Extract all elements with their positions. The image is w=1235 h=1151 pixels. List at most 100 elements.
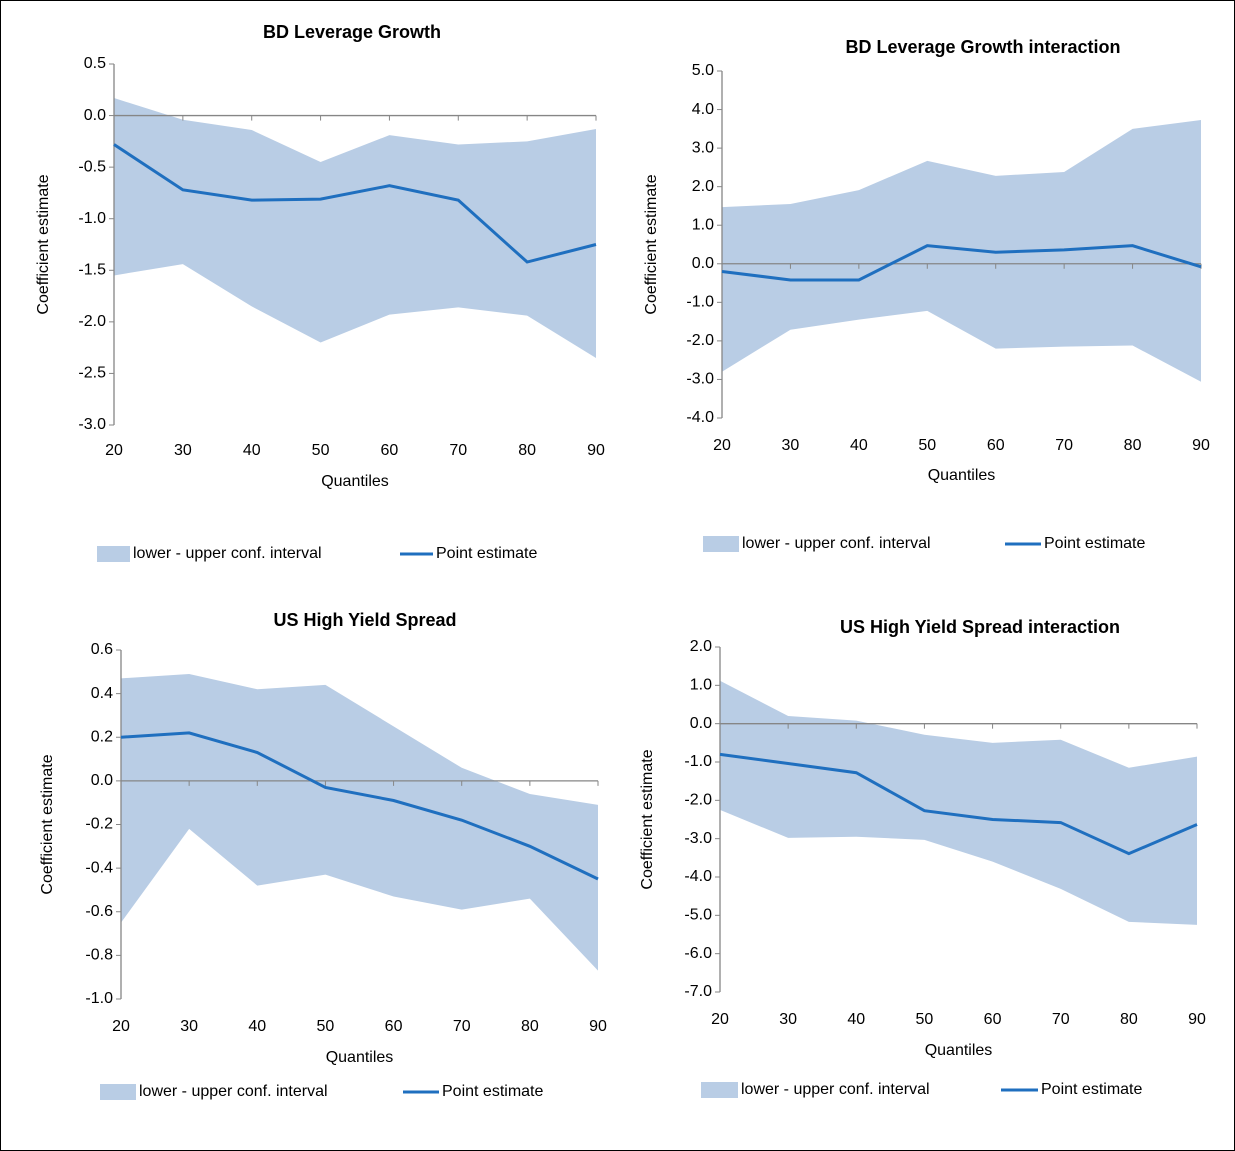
x-tick-label: 90 — [1192, 437, 1210, 454]
x-tick-label: 40 — [248, 1018, 266, 1035]
y-tick-label: 0.2 — [91, 728, 113, 745]
x-tick-label: 30 — [779, 1011, 797, 1028]
x-tick-label: 90 — [587, 442, 605, 459]
point-estimate-line — [113, 143, 597, 264]
point-estimate-line — [719, 752, 1198, 856]
y-tick-label: 0.0 — [692, 255, 714, 272]
y-tick-label: 1.0 — [692, 216, 714, 233]
confidence-band — [114, 98, 596, 358]
x-axis-label: Quantiles — [925, 1042, 993, 1059]
confidence-band — [720, 680, 1197, 925]
legend-swatch — [100, 1084, 136, 1100]
y-tick-label: 0.0 — [91, 772, 113, 789]
x-tick-label: 50 — [918, 437, 936, 454]
point-estimate-line — [721, 244, 1202, 282]
legend-label: lower - upper conf. interval — [139, 1083, 328, 1100]
x-tick-label: 60 — [987, 437, 1005, 454]
y-tick-label: 0.0 — [690, 715, 712, 732]
y-tick-label: -1.0 — [684, 753, 712, 770]
x-tick-label: 40 — [243, 442, 261, 459]
y-tick-label: -4.0 — [684, 868, 712, 885]
y-axis-label: Coefficient estimate — [639, 749, 656, 889]
legend-label: Point estimate — [1041, 1081, 1142, 1098]
y-tick-label: 5.0 — [692, 62, 714, 79]
x-tick-label: 70 — [453, 1018, 471, 1035]
y-tick-label: -3.0 — [686, 371, 714, 388]
y-tick-label: 0.6 — [91, 641, 113, 658]
y-tick-label: 0.5 — [84, 55, 106, 72]
x-tick-label: 70 — [449, 442, 467, 459]
x-tick-label: 20 — [713, 437, 731, 454]
y-tick-label: 1.0 — [690, 677, 712, 694]
legend-swatch — [97, 546, 130, 562]
x-tick-label: 40 — [847, 1011, 865, 1028]
x-tick-label: 70 — [1052, 1011, 1070, 1028]
x-tick-label: 30 — [174, 442, 192, 459]
x-tick-label: 70 — [1055, 437, 1073, 454]
y-tick-label: -1.0 — [85, 990, 113, 1007]
legend-label: Point estimate — [436, 545, 537, 562]
x-tick-label: 90 — [589, 1018, 607, 1035]
chart-title: BD Leverage Growth interaction — [845, 37, 1120, 57]
y-tick-label: -2.0 — [686, 332, 714, 349]
y-axis-label: Coefficient estimate — [643, 174, 660, 314]
x-tick-label: 60 — [385, 1018, 403, 1035]
y-tick-label: 0.4 — [91, 685, 113, 702]
x-tick-label: 50 — [312, 442, 330, 459]
y-tick-label: -3.0 — [684, 830, 712, 847]
x-tick-label: 20 — [711, 1011, 729, 1028]
chart-title: BD Leverage Growth — [263, 22, 441, 42]
legend-label: Point estimate — [442, 1083, 543, 1100]
x-tick-label: 30 — [782, 437, 800, 454]
x-tick-label: 60 — [381, 442, 399, 459]
chart-title: US High Yield Spread — [273, 610, 456, 630]
y-tick-label: 4.0 — [692, 101, 714, 118]
x-tick-label: 20 — [112, 1018, 130, 1035]
y-tick-label: 2.0 — [692, 178, 714, 195]
y-tick-label: -2.0 — [684, 792, 712, 809]
x-tick-label: 60 — [984, 1011, 1002, 1028]
x-tick-label: 80 — [521, 1018, 539, 1035]
y-tick-label: -5.0 — [684, 907, 712, 924]
point-estimate-line — [120, 731, 599, 881]
x-tick-label: 80 — [1124, 437, 1142, 454]
x-tick-label: 20 — [105, 442, 123, 459]
y-tick-label: -3.0 — [78, 416, 106, 433]
legend-label: lower - upper conf. interval — [133, 545, 322, 562]
y-tick-label: 0.0 — [84, 107, 106, 124]
y-axis-label: Coefficient estimate — [35, 174, 52, 314]
y-tick-label: -0.4 — [85, 859, 113, 876]
y-tick-label: -0.8 — [85, 947, 113, 964]
x-tick-label: 90 — [1188, 1011, 1206, 1028]
y-tick-label: -0.2 — [85, 816, 113, 833]
legend-swatch — [703, 536, 739, 552]
x-tick-label: 50 — [916, 1011, 934, 1028]
x-tick-label: 30 — [180, 1018, 198, 1035]
x-axis-label: Quantiles — [326, 1049, 394, 1066]
legend-label: lower - upper conf. interval — [742, 535, 931, 552]
y-tick-label: -2.5 — [78, 365, 106, 382]
chart-title: US High Yield Spread interaction — [840, 617, 1120, 637]
y-tick-label: -7.0 — [684, 983, 712, 1000]
y-tick-label: -1.0 — [686, 294, 714, 311]
x-tick-label: 80 — [1120, 1011, 1138, 1028]
y-tick-label: 3.0 — [692, 139, 714, 156]
y-tick-label: -4.0 — [686, 409, 714, 426]
legend-label: Point estimate — [1044, 535, 1145, 552]
x-tick-label: 50 — [317, 1018, 335, 1035]
legend-label: lower - upper conf. interval — [741, 1081, 930, 1098]
y-tick-label: -1.0 — [78, 210, 106, 227]
x-axis-label: Quantiles — [321, 473, 389, 490]
y-tick-label: -0.5 — [78, 158, 106, 175]
confidence-band — [722, 119, 1201, 382]
y-tick-label: -0.6 — [85, 903, 113, 920]
y-tick-label: -2.0 — [78, 313, 106, 330]
x-axis-label: Quantiles — [928, 467, 996, 484]
y-tick-label: -1.5 — [78, 262, 106, 279]
y-axis-label: Coefficient estimate — [39, 754, 56, 894]
y-tick-label: 2.0 — [690, 638, 712, 655]
y-tick-label: -6.0 — [684, 945, 712, 962]
x-tick-label: 40 — [850, 437, 868, 454]
x-tick-label: 80 — [518, 442, 536, 459]
